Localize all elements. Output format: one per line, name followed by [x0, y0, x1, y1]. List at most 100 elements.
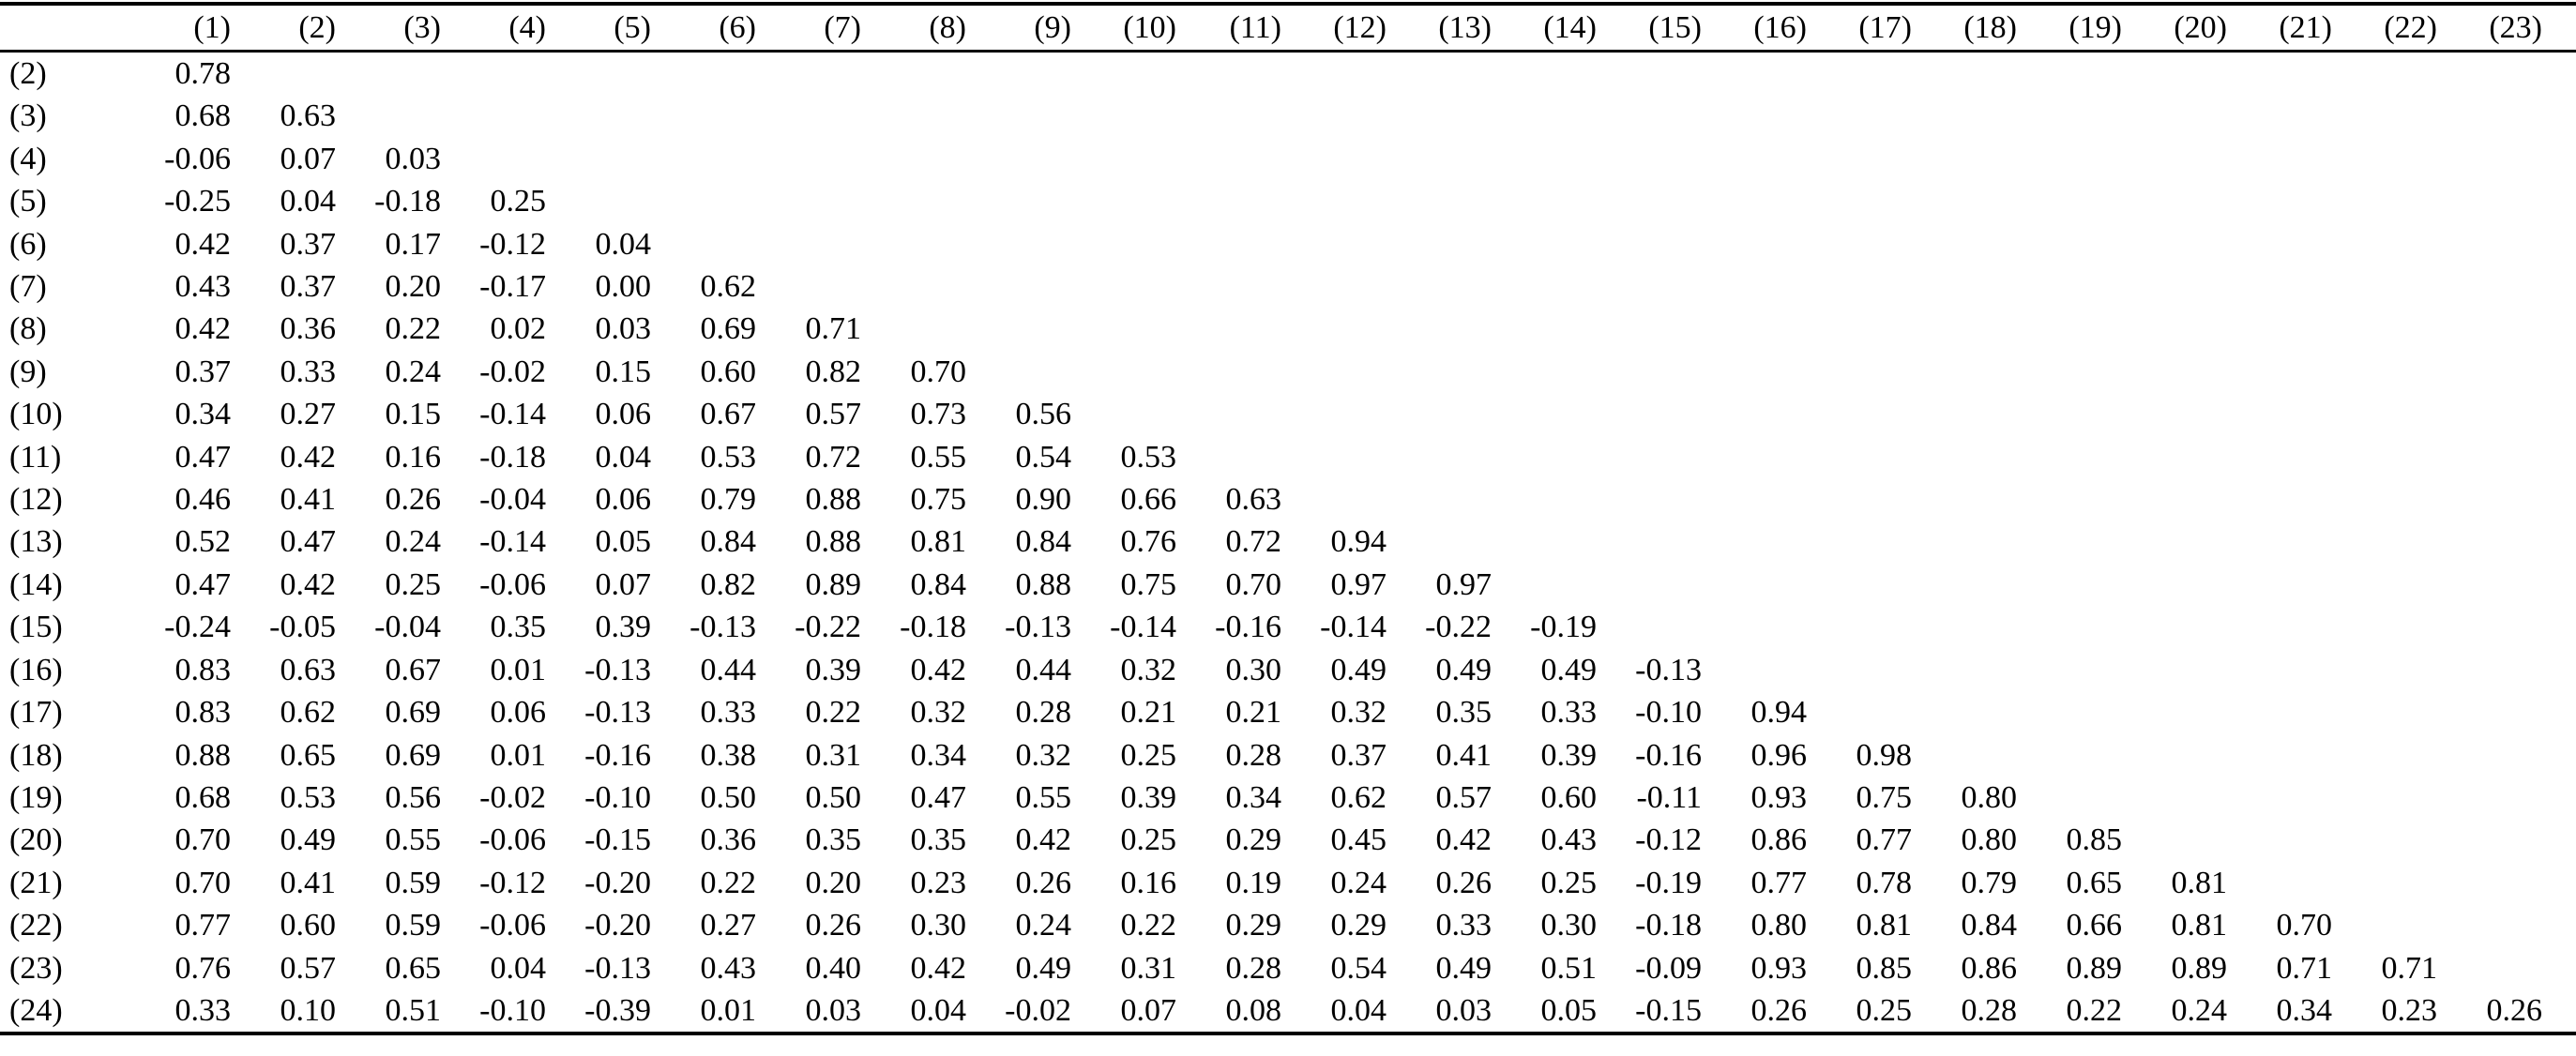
- matrix-cell: 0.84: [1015, 524, 1072, 560]
- table-row: (16) 0.83 0.63 0.67 0.01 -0.13 0.44 0.39 0.42 0.4…: [0, 649, 2576, 691]
- matrix-cell: 0.49: [1330, 652, 1387, 687]
- empty-cell: [1525, 520, 1630, 563]
- matrix-cell: 0.37: [1330, 737, 1387, 773]
- matrix-cell: 0.43: [700, 950, 757, 986]
- table-row: (14) 0.47 0.42 0.25 -0.06 0.07 0.82 0.89 0.84 0.8…: [0, 564, 2576, 606]
- matrix-cell: -0.10: [584, 779, 651, 815]
- row-header: (9): [9, 354, 47, 389]
- empty-cell: [2156, 564, 2261, 606]
- empty-cell: [1946, 606, 2051, 648]
- empty-cell: [2366, 649, 2471, 691]
- matrix-cell: 0.26: [1750, 992, 1808, 1028]
- matrix-cell: 0.94: [1750, 695, 1808, 731]
- matrix-cell: 0.29: [1330, 908, 1387, 943]
- empty-cell: [1000, 52, 1105, 96]
- matrix-cell: 0.04: [595, 226, 652, 262]
- matrix-cell: 0.85: [2066, 822, 2123, 858]
- matrix-cell: 0.22: [1120, 908, 1177, 943]
- empty-cell: [2471, 520, 2576, 563]
- matrix-cell: 0.50: [700, 779, 757, 815]
- empty-cell: [2051, 691, 2156, 733]
- empty-cell: [370, 52, 475, 96]
- matrix-cell: 0.55: [910, 439, 967, 475]
- column-header: (18): [1963, 10, 2017, 45]
- empty-cell: [1315, 308, 1420, 350]
- matrix-cell: 0.34: [174, 397, 232, 432]
- empty-cell: [895, 308, 1000, 350]
- empty-cell: [1841, 564, 1946, 606]
- empty-cell: [1525, 265, 1630, 308]
- empty-cell: [2156, 95, 2261, 137]
- row-header: (20): [9, 822, 63, 858]
- matrix-cell: 0.52: [174, 524, 232, 560]
- matrix-cell: 0.37: [280, 269, 337, 305]
- matrix-cell: 0.75: [910, 482, 967, 518]
- empty-cell: [1735, 606, 1841, 648]
- empty-cell: [1525, 223, 1630, 265]
- empty-cell: [1420, 52, 1525, 96]
- matrix-cell: 0.88: [805, 524, 862, 560]
- corner-cell: [0, 4, 159, 52]
- matrix-cell: 0.67: [700, 397, 757, 432]
- empty-cell: [1946, 138, 2051, 180]
- matrix-cell: 0.33: [280, 354, 337, 389]
- matrix-cell: 0.28: [1961, 992, 2018, 1028]
- empty-cell: [1630, 393, 1735, 435]
- empty-cell: [2261, 691, 2366, 733]
- matrix-cell: 0.70: [2276, 908, 2333, 943]
- table-row: (8) 0.42 0.36 0.22 0.02 0.03 0.69 0.71: [0, 308, 2576, 350]
- empty-cell: [1000, 180, 1105, 222]
- empty-cell: [2261, 180, 2366, 222]
- matrix-cell: 0.86: [1961, 950, 2018, 986]
- matrix-cell: -0.10: [479, 992, 546, 1028]
- empty-cell: [1210, 223, 1315, 265]
- matrix-cell: 0.30: [1225, 652, 1282, 687]
- empty-cell: [1841, 478, 1946, 520]
- empty-cell: [1420, 478, 1525, 520]
- empty-cell: [1630, 223, 1735, 265]
- empty-cell: [685, 95, 790, 137]
- matrix-cell: 0.97: [1330, 566, 1387, 602]
- row-header: (14): [9, 566, 63, 602]
- matrix-cell: 0.37: [174, 354, 232, 389]
- empty-cell: [2366, 564, 2471, 606]
- empty-cell: [2261, 223, 2366, 265]
- empty-cell: [2471, 947, 2576, 989]
- empty-cell: [1000, 351, 1105, 393]
- empty-cell: [2471, 180, 2576, 222]
- empty-cell: [1841, 649, 1946, 691]
- matrix-cell: 0.71: [2381, 950, 2438, 986]
- matrix-cell: 0.47: [910, 779, 967, 815]
- empty-cell: [1841, 265, 1946, 308]
- matrix-cell: 0.54: [1015, 439, 1072, 475]
- empty-cell: [1946, 691, 2051, 733]
- empty-cell: [2051, 436, 2156, 478]
- empty-cell: [1735, 180, 1841, 222]
- empty-cell: [2471, 223, 2576, 265]
- table-row: (7) 0.43 0.37 0.20 -0.17 0.00 0.62: [0, 265, 2576, 308]
- empty-cell: [2156, 180, 2261, 222]
- matrix-cell: -0.02: [479, 354, 546, 389]
- empty-cell: [2261, 351, 2366, 393]
- matrix-cell: 0.50: [805, 779, 862, 815]
- empty-cell: [2366, 691, 2471, 733]
- empty-cell: [2156, 351, 2261, 393]
- matrix-cell: 0.22: [385, 311, 442, 347]
- matrix-cell: 0.33: [174, 992, 232, 1028]
- empty-cell: [1946, 95, 2051, 137]
- matrix-cell: 0.25: [1856, 992, 1913, 1028]
- matrix-cell: 0.39: [595, 610, 652, 645]
- matrix-cell: 0.71: [2276, 950, 2333, 986]
- matrix-cell: 0.54: [1330, 950, 1387, 986]
- matrix-cell: -0.06: [479, 566, 546, 602]
- matrix-cell: 0.77: [1750, 865, 1808, 900]
- matrix-cell: 0.01: [700, 992, 757, 1028]
- empty-cell: [790, 180, 895, 222]
- empty-cell: [1210, 436, 1315, 478]
- matrix-cell: 0.05: [595, 524, 652, 560]
- empty-cell: [1000, 223, 1105, 265]
- matrix-cell: 0.66: [2066, 908, 2123, 943]
- matrix-cell: 0.34: [1225, 779, 1282, 815]
- matrix-cell: 0.82: [805, 354, 862, 389]
- matrix-cell: -0.06: [164, 141, 231, 176]
